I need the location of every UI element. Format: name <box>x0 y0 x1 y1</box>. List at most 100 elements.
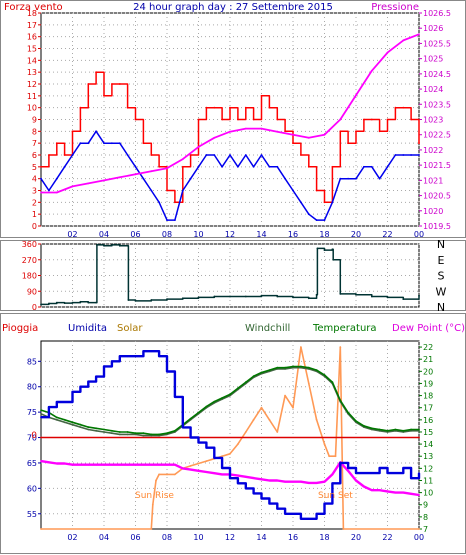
y-tick-label: 360 <box>22 240 37 249</box>
data-point <box>142 142 145 145</box>
data-point <box>378 467 381 469</box>
data-point <box>316 247 319 250</box>
data-point <box>166 167 168 170</box>
y-tick-label: 1020.5 <box>423 192 451 201</box>
data-point <box>339 399 342 402</box>
data-point <box>134 463 137 466</box>
data-point <box>402 467 405 469</box>
data-point <box>260 154 263 156</box>
data-point <box>181 189 184 192</box>
data-point <box>410 154 412 156</box>
data-point <box>237 443 239 445</box>
data-point <box>126 355 129 358</box>
data-point <box>244 381 247 384</box>
data-point <box>103 244 105 247</box>
data-point <box>63 462 66 465</box>
sun-rise-label: Sun Rise <box>135 491 174 501</box>
data-point <box>292 133 294 136</box>
data-point <box>205 405 208 408</box>
y-tick-label: 11 <box>27 92 37 101</box>
data-point <box>189 465 192 467</box>
x-tick-label: 20 <box>351 230 361 239</box>
data-point <box>307 366 310 369</box>
data-point <box>370 489 373 492</box>
data-point <box>347 411 349 414</box>
data-point <box>307 517 310 520</box>
data-point <box>418 472 420 474</box>
data-point <box>292 406 294 409</box>
y-tick-label: 0 <box>32 222 37 231</box>
data-point <box>79 385 82 388</box>
data-point <box>126 244 129 247</box>
data-point <box>300 201 302 204</box>
data-point <box>197 146 200 148</box>
data-point <box>410 477 412 480</box>
pressure-axis-label: Pressione <box>371 2 419 13</box>
data-point <box>126 106 129 109</box>
x-tick-label: 08 <box>162 230 172 239</box>
data-point <box>118 142 121 145</box>
data-point <box>150 299 153 301</box>
data-point <box>276 507 279 510</box>
data-point <box>307 297 310 300</box>
data-point <box>111 142 113 145</box>
y-tick-label: 1024.5 <box>423 70 451 79</box>
data-point <box>300 346 302 348</box>
data-point <box>276 431 279 433</box>
data-point <box>339 177 342 180</box>
data-point <box>394 472 397 474</box>
y-tick-label: 15 <box>27 45 37 54</box>
data-point <box>111 83 113 85</box>
compass-label: S <box>438 270 445 283</box>
data-point <box>55 177 58 180</box>
data-point <box>252 477 255 479</box>
data-point <box>63 165 66 168</box>
data-point <box>87 463 90 466</box>
y-tick-label: 9 <box>32 116 37 125</box>
data-point <box>315 219 318 222</box>
data-point <box>150 350 153 353</box>
data-point <box>229 295 231 298</box>
legend-solar: Solar <box>117 323 143 334</box>
data-point <box>40 409 42 411</box>
data-point <box>334 455 337 458</box>
y-tick-label: 0 <box>32 303 37 312</box>
data-point <box>331 165 334 168</box>
data-point <box>268 369 271 371</box>
sun-set-label: Sun Set <box>318 491 353 501</box>
data-point <box>237 482 239 485</box>
data-point <box>103 142 105 145</box>
data-point <box>71 130 74 133</box>
data-point <box>95 71 97 74</box>
data-point <box>418 294 420 297</box>
data-point <box>95 375 97 378</box>
data-point <box>189 436 192 439</box>
data-point <box>229 130 231 133</box>
x-tick-label: 12 <box>225 230 235 239</box>
y-tick-label: 1021 <box>423 176 443 185</box>
data-point <box>315 189 318 192</box>
x-tick-label: 16 <box>288 533 298 542</box>
data-point <box>221 397 224 399</box>
data-point <box>87 301 90 304</box>
y-tick-label: 3 <box>32 187 37 196</box>
series-umidita <box>41 350 421 520</box>
data-point <box>166 463 168 466</box>
y-tick-label: 16 <box>423 416 433 425</box>
data-point <box>221 118 224 121</box>
y-tick-label: 15 <box>423 428 433 437</box>
data-point <box>111 463 113 466</box>
data-point <box>151 503 154 506</box>
data-point <box>268 165 271 168</box>
y-tick-label: 16 <box>27 33 37 42</box>
data-point <box>300 517 302 520</box>
data-point <box>323 502 326 505</box>
data-point <box>63 421 66 424</box>
data-point <box>158 201 161 204</box>
data-point <box>71 463 74 466</box>
x-tick-label: 14 <box>256 230 266 239</box>
data-point <box>71 390 74 393</box>
x-tick-label: 16 <box>288 230 298 239</box>
data-point <box>292 365 294 368</box>
data-point <box>40 528 42 530</box>
